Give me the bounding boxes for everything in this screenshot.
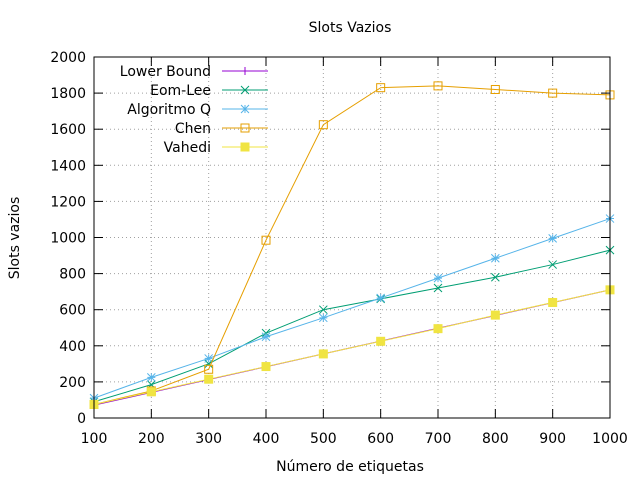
y-tick-label: 2000 (50, 50, 86, 66)
series-layer (89, 81, 615, 410)
legend-marker-algoritmo-q (240, 104, 250, 114)
data-point-vahedi (490, 310, 500, 320)
y-tick-label: 1600 (50, 122, 86, 138)
series-eom-lee (89, 245, 615, 407)
data-point-eom-lee (318, 305, 328, 315)
y-tick-label: 200 (59, 375, 86, 391)
legend-label-eom-lee: Eom-Lee (150, 83, 211, 99)
data-point-algoritmo-q (433, 273, 443, 283)
data-point-eom-lee (548, 260, 558, 269)
data-point-vahedi (376, 336, 386, 346)
data-point-vahedi (146, 387, 156, 397)
data-point-chen (548, 88, 558, 98)
data-point-chen (204, 364, 214, 374)
x-tick-label: 1000 (592, 431, 628, 447)
data-point-vahedi (261, 362, 271, 372)
legend-label-chen: Chen (175, 121, 211, 137)
legend-marker-eom-lee (240, 85, 250, 95)
data-point-chen (490, 84, 500, 94)
data-point-eom-lee (490, 272, 500, 282)
x-axis-label: Número de etiquetas (276, 459, 424, 475)
y-tick-label: 1400 (50, 158, 86, 174)
data-point-vahedi (433, 324, 443, 334)
legend-label-lower-bound: Lower Bound (120, 64, 211, 80)
data-point-algoritmo-q (146, 373, 156, 382)
x-tick-label: 500 (310, 431, 337, 447)
y-tick-label: 600 (59, 303, 86, 319)
data-point-eom-lee (433, 283, 443, 293)
data-point-chen (376, 83, 386, 93)
legend: Lower Bound Eom-Lee Algoritmo Q Chen Vahedi (120, 64, 268, 156)
grid (94, 57, 610, 418)
data-point-algoritmo-q (318, 313, 328, 323)
legend-marker-vahedi (240, 142, 250, 152)
y-tick-label: 400 (59, 339, 86, 355)
chart-title: Slots Vazios (309, 20, 392, 36)
y-tick-label: 1800 (50, 86, 86, 102)
data-point-vahedi (204, 374, 214, 384)
legend-label-vahedi: Vahedi (164, 140, 211, 156)
legend-marker-lower-bound (241, 67, 249, 75)
data-point-vahedi (318, 349, 328, 359)
series-line-chen (93, 85, 611, 405)
series-vahedi (89, 285, 615, 409)
data-point-algoritmo-q (490, 253, 500, 263)
data-point-algoritmo-q (376, 293, 386, 303)
x-tick-label: 300 (195, 431, 222, 447)
y-tick-label: 1200 (50, 194, 86, 210)
y-tick-label: 0 (77, 411, 86, 427)
data-point-algoritmo-q (548, 234, 558, 243)
series-line-eom-lee (93, 249, 611, 403)
series-line-algoritmo-q (93, 218, 611, 399)
data-point-chen (261, 235, 271, 245)
x-tick-label: 600 (367, 431, 394, 447)
y-tick-label: 1000 (50, 231, 86, 247)
data-point-algoritmo-q (261, 332, 271, 342)
legend-marker-chen (240, 123, 250, 133)
x-tick-label: 700 (425, 431, 452, 447)
y-axis-label: Slots vazios (7, 197, 23, 280)
x-tick-label: 400 (253, 431, 280, 447)
data-point-vahedi (548, 297, 558, 307)
axis-ticks: 0 200 400 600 800 1000 1200 1400 1600 1800 2000 100… (50, 50, 627, 447)
data-point-chen (318, 120, 328, 130)
x-tick-label: 800 (482, 431, 509, 447)
data-point-chen (433, 81, 443, 91)
series-algoritmo-q (89, 214, 615, 403)
x-tick-label: 900 (539, 431, 566, 447)
x-tick-label: 100 (81, 431, 108, 447)
legend-label-algoritmo-q: Algoritmo Q (127, 102, 211, 118)
series-line-vahedi (93, 289, 611, 405)
series-chen (89, 81, 615, 409)
y-tick-label: 800 (59, 267, 86, 283)
data-point-algoritmo-q (204, 354, 214, 363)
x-tick-label: 200 (138, 431, 165, 447)
